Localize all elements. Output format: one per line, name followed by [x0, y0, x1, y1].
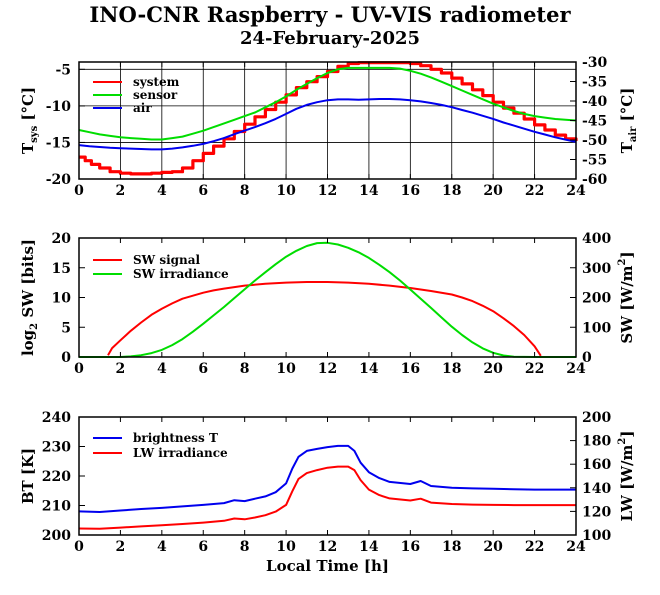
x-tick-label: 20 — [483, 539, 503, 555]
x-tick-label: 16 — [401, 361, 420, 377]
y-tick-label: 240 — [42, 410, 71, 426]
y-tick-label: -15 — [46, 135, 71, 151]
y2-tick-label: 0 — [582, 350, 592, 366]
x-tick-label: 20 — [483, 183, 503, 199]
y2-tick-label: -40 — [582, 94, 608, 110]
y2-tick-label: 100 — [582, 528, 611, 544]
y-tick-label: 200 — [42, 528, 71, 544]
y-tick-label: 230 — [42, 440, 71, 456]
x-tick-label: 8 — [240, 361, 250, 377]
x-tick-label: 0 — [74, 539, 84, 555]
x-tick-label: 12 — [318, 183, 337, 199]
x-tick-label: 12 — [318, 539, 337, 555]
x-axis-label: Local Time [h] — [266, 557, 389, 575]
temperature-series-air — [78, 98, 577, 151]
x-tick-label: 24 — [566, 361, 586, 377]
y-tick-label: 15 — [52, 261, 71, 277]
y2-tick-label: 100 — [582, 320, 611, 336]
chart-title: INO-CNR Raspberry - UV-VIS radiometer — [89, 2, 571, 27]
y2-tick-label: 180 — [582, 434, 611, 450]
x-tick-label: 18 — [442, 183, 461, 199]
longwave-y2label: LW [W/m2] — [617, 431, 636, 522]
x-tick-label: 6 — [198, 539, 208, 555]
x-tick-label: 14 — [359, 361, 379, 377]
x-tick-label: 4 — [157, 539, 167, 555]
legend-label: SW signal — [133, 253, 201, 267]
y-tick-label: 20 — [52, 231, 72, 247]
y2-tick-label: 200 — [582, 291, 611, 307]
x-tick-label: 10 — [276, 183, 296, 199]
x-tick-label: 8 — [240, 183, 250, 199]
x-tick-label: 18 — [442, 361, 461, 377]
legend-label: SW irradiance — [133, 267, 229, 281]
x-tick-label: 14 — [359, 183, 379, 199]
x-tick-label: 6 — [198, 183, 208, 199]
y2-tick-label: 400 — [582, 231, 611, 247]
x-tick-label: 16 — [401, 539, 420, 555]
y2-tick-label: 200 — [582, 410, 611, 426]
y-tick-label: 210 — [42, 499, 71, 515]
y2-tick-label: -30 — [582, 55, 608, 71]
longwave-series-lw-irradiance — [78, 465, 576, 530]
temperature-ylabel: Tsys [°C] — [19, 87, 40, 154]
x-tick-label: 0 — [74, 183, 84, 199]
x-tick-label: 12 — [318, 361, 337, 377]
x-tick-label: 2 — [116, 539, 126, 555]
shortwave-series-sw-irradiance — [79, 241, 576, 358]
y2-tick-label: -50 — [582, 133, 608, 149]
x-tick-label: 6 — [198, 361, 208, 377]
y-tick-label: 5 — [61, 320, 71, 336]
shortwave-series-sw-signal — [107, 281, 542, 357]
y2-tick-label: 160 — [582, 457, 611, 473]
x-tick-label: 22 — [525, 361, 544, 377]
longwave-series-brightness-t — [78, 444, 576, 513]
y-tick-label: -5 — [55, 62, 71, 78]
y2-tick-label: -45 — [582, 114, 607, 130]
legend-label: sensor — [133, 88, 178, 102]
y-tick-label: -10 — [46, 99, 72, 115]
shortwave-y2label: SW [W/m2] — [617, 251, 636, 343]
longwave-ylabel: BT [K] — [19, 448, 37, 504]
y2-tick-label: -55 — [582, 153, 607, 169]
chart-subtitle: 24-February-2025 — [239, 28, 421, 49]
x-tick-label: 4 — [157, 183, 167, 199]
x-tick-label: 18 — [442, 539, 461, 555]
x-tick-label: 24 — [566, 183, 586, 199]
x-tick-label: 16 — [401, 183, 420, 199]
x-tick-label: 10 — [276, 361, 296, 377]
x-tick-label: 0 — [74, 361, 84, 377]
y-tick-label: 220 — [42, 469, 71, 485]
y2-tick-label: 120 — [582, 504, 611, 520]
y-tick-label: 10 — [52, 291, 72, 307]
y2-tick-label: 300 — [582, 261, 611, 277]
x-tick-label: 14 — [359, 539, 379, 555]
y-tick-label: -20 — [46, 172, 72, 188]
legend-label: LW irradiance — [133, 446, 228, 460]
temperature-series-sensor — [78, 66, 577, 141]
legend-label: brightness T — [133, 431, 218, 445]
y2-tick-label: 140 — [582, 481, 611, 497]
x-tick-label: 22 — [525, 183, 544, 199]
legend-label: system — [133, 75, 180, 89]
x-tick-label: 8 — [240, 539, 250, 555]
temperature-y2label: Tair [°C] — [618, 88, 639, 154]
x-tick-label: 2 — [116, 183, 126, 199]
y-tick-label: 0 — [61, 350, 71, 366]
x-tick-label: 22 — [525, 539, 544, 555]
legend-label: air — [133, 101, 152, 115]
x-tick-label: 20 — [483, 361, 503, 377]
x-tick-label: 10 — [276, 539, 296, 555]
x-tick-label: 4 — [157, 361, 167, 377]
x-tick-label: 24 — [566, 539, 586, 555]
x-tick-label: 2 — [116, 361, 126, 377]
y2-tick-label: -60 — [582, 172, 608, 188]
shortwave-ylabel: log2 SW [bits] — [19, 239, 40, 356]
y2-tick-label: -35 — [582, 75, 607, 91]
